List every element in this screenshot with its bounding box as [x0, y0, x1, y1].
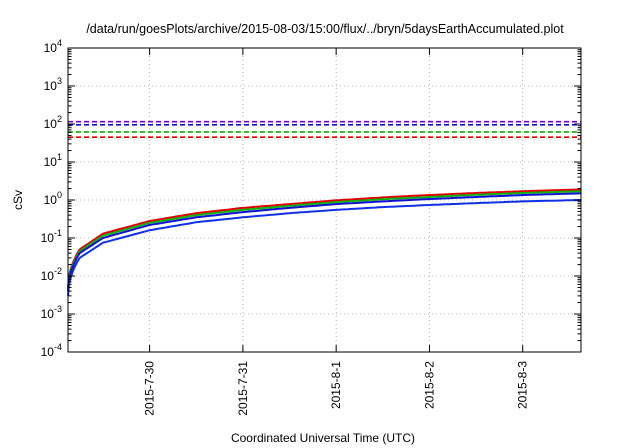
x-tick-label: 2015-8-2 [422, 361, 436, 409]
y-axis-label: cSv [11, 190, 25, 210]
y-tick-label: 10-3 [41, 304, 62, 321]
threshold-lines [68, 120, 581, 138]
y-tick-label: 103 [44, 76, 62, 93]
series-line [67, 188, 582, 288]
x-tick-label: 2015-7-30 [143, 361, 157, 416]
y-tick-label: 10-1 [41, 228, 62, 245]
y-tick-label: 101 [44, 152, 62, 169]
series-line [67, 199, 582, 296]
series-line [67, 192, 582, 292]
y-tick-label: 104 [44, 38, 62, 55]
chart-title: /data/run/goesPlots/archive/2015-08-03/1… [86, 22, 564, 36]
x-tick-label: 2015-8-1 [329, 361, 343, 409]
x-axis-label: Coordinated Universal Time (UTC) [231, 431, 415, 445]
grid [68, 48, 581, 352]
series-line [67, 190, 582, 290]
x-tick-label: 2015-7-31 [236, 361, 250, 416]
y-tick-label: 10-2 [41, 266, 62, 283]
y-axis-ticks: 10-4 10-3 10-2 10-1 100 101 102 103 104 [41, 38, 581, 359]
y-tick-label: 102 [44, 114, 62, 131]
y-tick-label: 10-4 [41, 342, 62, 359]
x-axis-ticks: 2015-7-30 2015-7-31 2015-8-1 2015-8-2 2015-8… [143, 48, 530, 416]
series-lines [67, 188, 582, 296]
x-tick-label: 2015-8-3 [516, 361, 530, 409]
y-tick-label: 100 [44, 190, 62, 207]
